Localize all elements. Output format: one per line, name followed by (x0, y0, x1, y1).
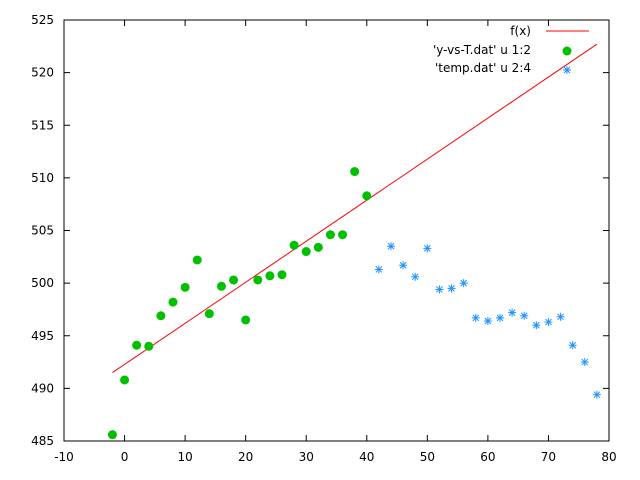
data-point-circle (180, 282, 190, 292)
plot-frame (63, 19, 610, 442)
data-point-circle (301, 247, 311, 257)
x-tick-label: 70 (541, 450, 556, 464)
y-tick-label: 505 (31, 224, 54, 238)
data-point-star (423, 244, 432, 253)
data-point-star (556, 312, 565, 321)
y-tick-label: 525 (31, 13, 54, 27)
data-point-circle (120, 375, 130, 385)
data-point-star (496, 313, 504, 322)
y-axis: 485 490 495 500 505 510 515 520 525 (31, 13, 609, 448)
data-point-star (568, 341, 577, 350)
legend-label: f(x) (510, 24, 531, 38)
legend-swatch-circle (562, 46, 572, 56)
legend-label: 'y-vs-T.dat' u 1:2 (433, 43, 531, 57)
x-tick-label: 30 (299, 450, 314, 464)
x-tick-label: 80 (601, 450, 616, 464)
data-point-star (411, 272, 420, 281)
data-point-star (374, 265, 383, 274)
data-point-star (471, 313, 480, 322)
data-point-star (435, 285, 444, 294)
data-point-circle (168, 297, 178, 307)
data-point-star (459, 279, 468, 288)
data-point-circle (229, 275, 239, 285)
data-point-circle (277, 270, 287, 280)
data-point-star (399, 261, 408, 270)
y-tick-label: 490 (31, 381, 54, 395)
data-point-circle (313, 242, 323, 252)
data-point-star (520, 311, 529, 320)
x-tick-label: -10 (54, 450, 74, 464)
x-tick-label: 20 (238, 450, 253, 464)
data-point-circle (144, 341, 154, 351)
data-point-circle (253, 275, 263, 285)
y-tick-label: 495 (31, 329, 54, 343)
data-point-circle (132, 340, 142, 350)
y-tick-label: 510 (31, 171, 54, 185)
data-point-star (592, 390, 601, 399)
data-point-star (447, 284, 456, 293)
data-point-star (508, 308, 517, 317)
data-point-circle (350, 167, 360, 177)
data-point-star (483, 317, 492, 326)
y-tick-label: 515 (31, 118, 54, 132)
x-tick-label: 40 (359, 450, 374, 464)
x-tick-label: 60 (480, 450, 495, 464)
y-tick-label: 520 (31, 66, 54, 80)
data-point-star (387, 242, 395, 251)
data-point-circle (325, 230, 335, 240)
data-point-circle (156, 311, 166, 321)
data-point-circle (107, 430, 117, 440)
data-point-circle (338, 230, 348, 240)
data-point-star (580, 358, 589, 367)
data-point-circle (192, 255, 202, 265)
x-tick-label: 50 (420, 450, 435, 464)
data-point-circle (265, 271, 275, 281)
series-line-fx (112, 43, 598, 374)
plot-area (107, 43, 601, 440)
data-point-circle (204, 309, 214, 319)
x-axis: -10 0 10 20 30 40 50 60 70 80 (54, 20, 617, 464)
data-point-star (563, 66, 571, 74)
data-point-star (544, 318, 553, 327)
data-point-circle (216, 281, 226, 291)
y-tick-label: 485 (31, 434, 54, 448)
y-tick-label: 500 (31, 276, 54, 290)
data-point-star (532, 321, 541, 330)
x-tick-label: 10 (177, 450, 192, 464)
x-tick-label: 0 (121, 450, 129, 464)
data-point-circle (362, 191, 372, 201)
legend-label: 'temp.dat' u 2:4 (435, 61, 531, 75)
data-point-circle (241, 315, 251, 325)
legend: f(x) 'y-vs-T.dat' u 1:2 'temp.dat' u 2:4 (433, 24, 589, 75)
data-point-circle (289, 240, 299, 250)
